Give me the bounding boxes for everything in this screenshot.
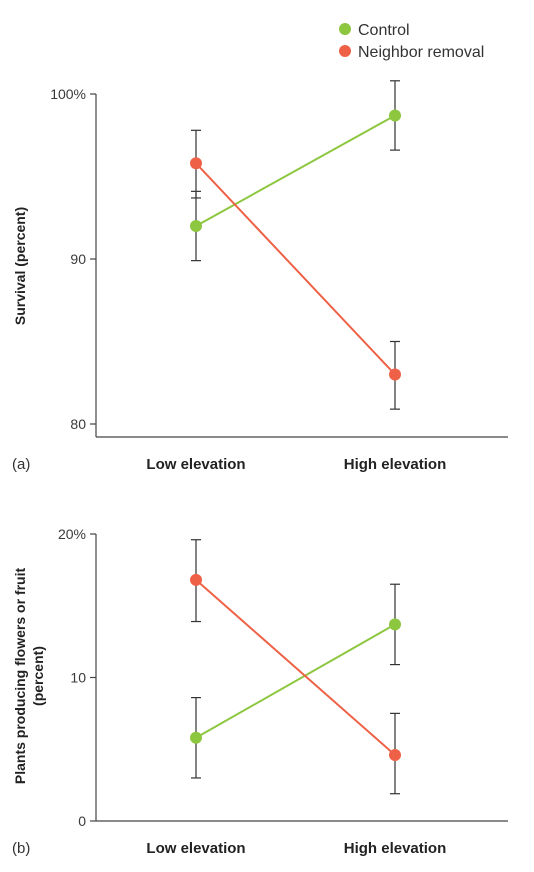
y-tick-label: 90	[70, 251, 86, 267]
x-tick-label-low: Low elevation	[146, 840, 245, 857]
data-points	[190, 573, 401, 761]
x-tick-label-high: High elevation	[344, 456, 447, 473]
series-line-control	[195, 623, 396, 739]
y-axis-title: Survival (percent)	[12, 207, 28, 325]
series-line-control	[195, 114, 396, 227]
data-points	[190, 109, 401, 381]
y-tick-label: 20%	[58, 526, 86, 542]
y-tick-label: 10	[70, 670, 86, 686]
legend-label-neighbor-removal: Neighbor removal	[358, 44, 484, 61]
y-ticks: 0 10 20%	[58, 526, 96, 829]
chart-panel-b: 0 10 20% Low elevation High elevation Plan…	[12, 526, 508, 857]
legend: Control Neighbor removal	[339, 22, 484, 61]
data-point-control	[389, 618, 401, 631]
data-point-control	[389, 109, 401, 122]
y-axis-title-line-2: (percent)	[30, 646, 46, 706]
x-tick-label-low: Low elevation	[146, 456, 245, 473]
y-tick-label: 0	[78, 813, 86, 829]
x-tick-label-high: High elevation	[344, 840, 447, 857]
series-lines	[195, 579, 396, 756]
legend-marker-control	[339, 23, 351, 35]
data-point-control	[190, 220, 202, 232]
chart-panel-a: 80 90 100% Low elevation High elevation Su…	[12, 80, 508, 473]
data-point-neighbor-removal	[389, 368, 401, 381]
y-axis-title-line-1: Plants producing flowers or fruit	[12, 568, 28, 785]
data-point-control	[190, 731, 202, 744]
data-point-neighbor-removal	[190, 157, 202, 170]
series-lines	[195, 114, 396, 376]
legend-marker-neighbor-removal	[339, 45, 351, 57]
legend-label-control: Control	[358, 22, 410, 39]
panel-label: (a)	[12, 456, 30, 473]
panel-label: (b)	[12, 840, 30, 857]
series-line-neighbor-removal	[195, 579, 396, 756]
data-point-neighbor-removal	[389, 748, 401, 761]
data-point-neighbor-removal	[190, 573, 202, 586]
y-tick-label: 100%	[50, 86, 86, 102]
y-ticks: 80 90 100%	[50, 86, 96, 432]
series-line-neighbor-removal	[195, 162, 396, 376]
y-tick-label: 80	[70, 416, 86, 432]
